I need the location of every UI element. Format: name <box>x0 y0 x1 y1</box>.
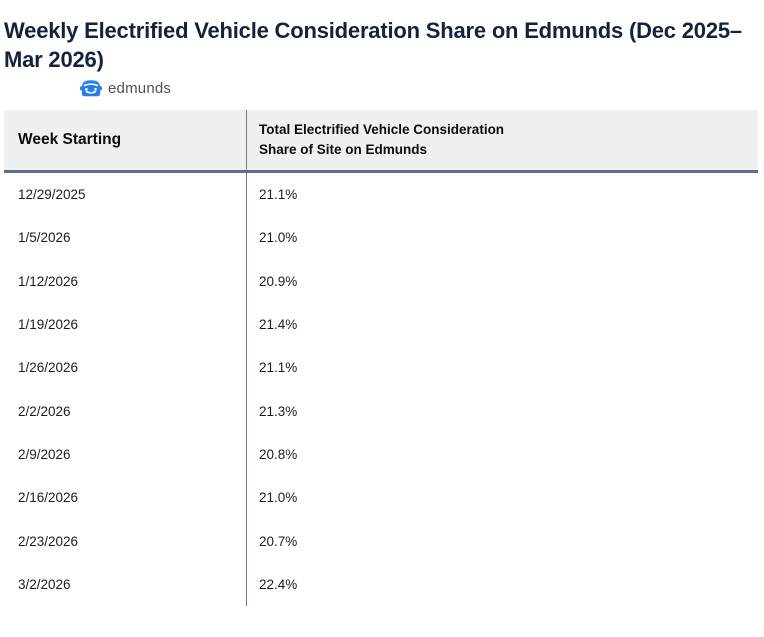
share-value-cell: 21.4% <box>259 317 298 333</box>
table-row: 1/19/2026 21.4% <box>4 302 758 347</box>
table-row: 2/16/2026 21.0% <box>4 476 758 520</box>
table-header-row: Week Starting Total Electrified Vehicle … <box>4 110 758 173</box>
week-starting-cell: 1/19/2026 <box>4 302 247 347</box>
week-starting-cell: 3/2/2026 <box>4 562 247 606</box>
table-row: 3/2/2026 22.4% <box>4 562 758 606</box>
table-row: 2/23/2026 20.7% <box>4 519 758 563</box>
share-value-cell: 20.9% <box>259 273 298 289</box>
share-value-cell: 21.3% <box>259 403 298 419</box>
column-header-ev-share-line1: Total Electrified Vehicle Consideration <box>259 122 505 137</box>
table-body: 12/29/2025 21.1% 1/5/2026 21.0% 1/12/2026 20.… <box>4 173 758 606</box>
week-starting-cell: 12/29/2025 <box>4 173 247 217</box>
weekly-ev-share-table: Week Starting Total Electrified Vehicle … <box>4 110 758 606</box>
table-row: 1/26/2026 21.1% <box>4 346 758 390</box>
column-header-ev-share-line2: Share of Site on Edmunds <box>259 142 428 157</box>
table-row: 2/2/2026 21.3% <box>4 389 758 433</box>
week-starting-cell: 2/16/2026 <box>4 476 247 520</box>
table-row: 2/9/2026 20.8% <box>4 432 758 477</box>
week-starting-cell: 1/26/2026 <box>4 346 247 390</box>
share-value-cell: 21.1% <box>259 360 298 376</box>
share-value-cell: 20.8% <box>259 446 298 462</box>
week-starting-cell: 1/12/2026 <box>4 259 247 303</box>
column-header-week-starting: Week Starting <box>4 110 247 170</box>
share-value-cell: 21.0% <box>259 490 298 506</box>
table-row: 1/12/2026 20.9% <box>4 259 758 303</box>
week-starting-cell: 2/23/2026 <box>4 519 247 563</box>
share-value-cell: 21.0% <box>259 230 298 246</box>
table-row: 1/5/2026 21.0% <box>4 216 758 260</box>
week-starting-cell: 2/2/2026 <box>4 389 247 433</box>
edmunds-wordmark: edmunds <box>108 80 172 97</box>
week-starting-cell: 1/5/2026 <box>4 216 247 260</box>
edmunds-logo: edmunds <box>80 79 171 98</box>
table-row: 12/29/2025 21.1% <box>4 173 758 217</box>
share-value-cell: 22.4% <box>259 576 298 592</box>
column-header-ev-share: Total Electrified Vehicle Consideration … <box>247 110 758 170</box>
share-value-cell: 21.1% <box>259 187 298 203</box>
page-title: Weekly Electrified Vehicle Consideration… <box>4 17 742 72</box>
edmunds-car-icon <box>80 79 102 98</box>
share-value-cell: 20.7% <box>259 533 298 549</box>
week-starting-cell: 2/9/2026 <box>4 432 247 477</box>
